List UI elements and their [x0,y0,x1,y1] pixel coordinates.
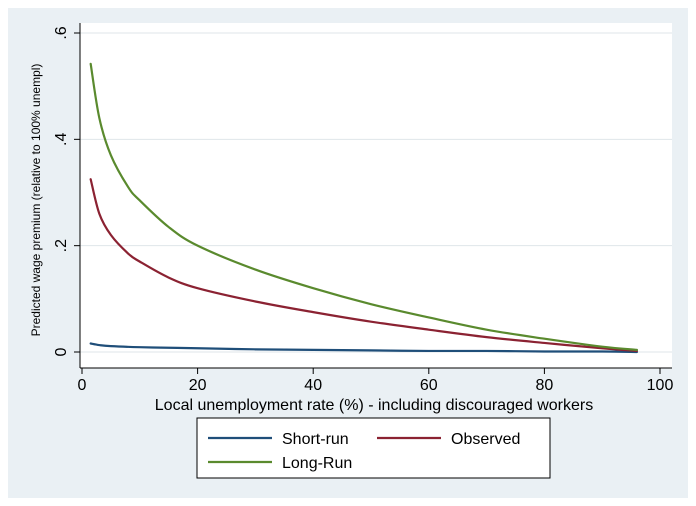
x-tick-label: 60 [420,377,438,394]
y-axis-title: Predicted wage premium (relative to 100%… [29,64,43,337]
y-tick-label: .4 [53,133,70,146]
axes: 0 .2 .4 .6 0 20 40 60 80 100 [53,23,673,394]
y-tick-label: 0 [53,347,70,356]
x-tick-label: 100 [647,377,674,394]
series-lines [89,62,638,354]
y-tick-label: .2 [53,239,70,252]
series-line-observed [89,178,638,353]
x-tick-label: 20 [189,377,207,394]
x-tick-label: 80 [536,377,554,394]
y-tick-label: .6 [53,26,70,39]
series-line-short-run [89,342,638,354]
legend: Short-run Observed Long-Run [196,417,551,479]
legend-label-short-run: Short-run [282,431,349,448]
legend-label-observed: Observed [451,431,520,448]
x-tick-label: 40 [304,377,322,394]
plot-background [80,23,672,368]
x-tick-label: 0 [78,377,87,394]
series-line-long-run [89,62,638,351]
legend-label-long-run: Long-Run [282,455,352,472]
x-axis-title: Local unemployment rate (%) - including … [155,397,593,414]
legend-box [196,417,551,479]
